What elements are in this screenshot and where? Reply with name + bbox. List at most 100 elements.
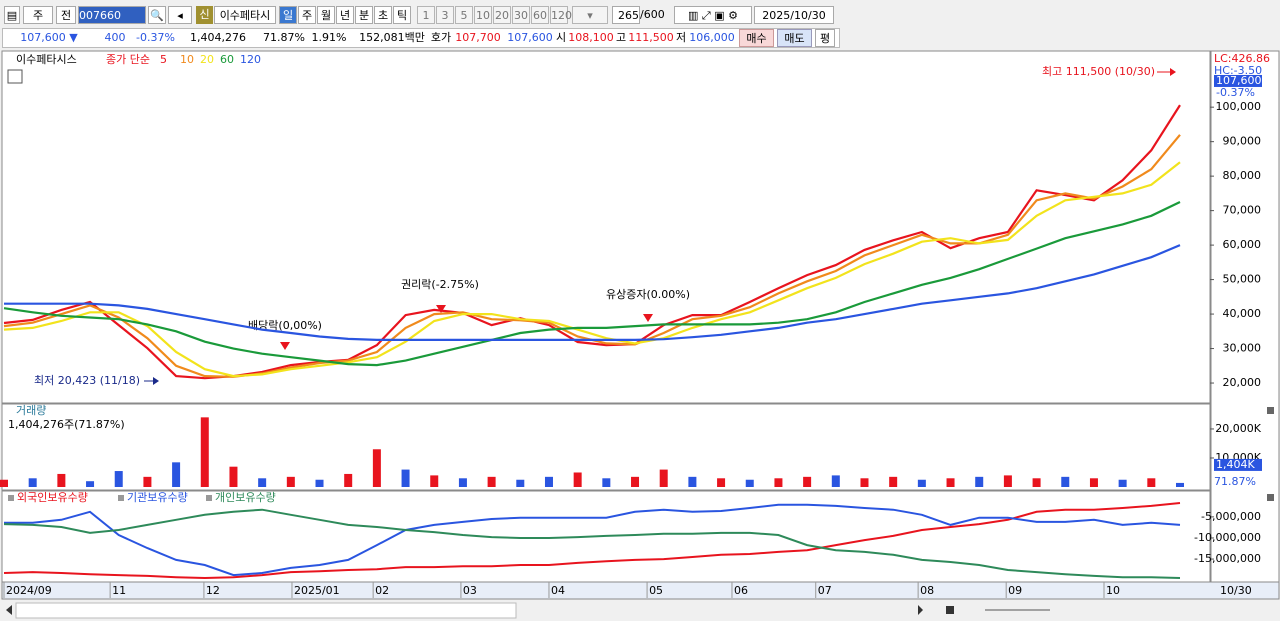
toolbar-button[interactable]: 10 bbox=[474, 6, 492, 24]
toolbar-button[interactable]: 60 bbox=[531, 6, 549, 24]
x-tick-label: 06 bbox=[734, 584, 748, 597]
right-axis bbox=[1210, 50, 1280, 583]
toolbar-button[interactable]: 주 bbox=[298, 6, 316, 24]
amount: 152,081백만 bbox=[359, 31, 425, 44]
volume-bar bbox=[516, 479, 525, 487]
toolbar-button[interactable]: 120 bbox=[550, 6, 572, 24]
x-tick-label: 03 bbox=[463, 584, 477, 597]
grid-icon[interactable] bbox=[7, 69, 23, 84]
legend-entry: 외국인보유수량 bbox=[17, 491, 88, 504]
toolbar-button[interactable]: 월 bbox=[317, 6, 335, 24]
volume-bar bbox=[975, 476, 984, 487]
volume-bar bbox=[344, 473, 353, 487]
code-input[interactable]: 007660 bbox=[78, 6, 146, 24]
open-label: 시 bbox=[555, 31, 567, 44]
market-select[interactable]: 주 bbox=[23, 6, 53, 24]
volume-bar bbox=[229, 466, 238, 487]
legend-entry: 기관보유수량 bbox=[127, 491, 188, 504]
y-tick-label: 20,000K bbox=[1215, 422, 1261, 435]
event-note: 권리락(-2.75%) bbox=[401, 278, 479, 291]
scroll-track[interactable] bbox=[15, 602, 517, 619]
series-line bbox=[4, 503, 1181, 577]
series-line bbox=[3, 104, 1181, 380]
last-volume-box bbox=[1214, 458, 1262, 471]
toolbar-button[interactable]: 틱 bbox=[393, 6, 411, 24]
high: 111,500 bbox=[628, 31, 674, 44]
toolbar-button[interactable]: 년 bbox=[336, 6, 354, 24]
volume-bar bbox=[717, 478, 726, 487]
legend-swatch bbox=[8, 495, 14, 501]
volume-bar bbox=[143, 476, 152, 487]
volume-bar bbox=[860, 478, 869, 487]
count-input[interactable]: 265 bbox=[612, 6, 640, 24]
y-tick-label: 90,000 bbox=[1223, 135, 1262, 148]
y-tick-label: -15,000,000 bbox=[1194, 552, 1261, 565]
volume-bar bbox=[286, 476, 295, 487]
y-tick-label: 60,000 bbox=[1223, 238, 1262, 251]
high-arrow-head bbox=[1170, 68, 1176, 76]
volume-bar bbox=[774, 478, 783, 487]
avg-button[interactable]: 평 bbox=[815, 29, 835, 47]
volume-bar bbox=[0, 479, 8, 487]
panel-close[interactable] bbox=[1267, 494, 1274, 501]
volume-bar bbox=[1176, 482, 1184, 487]
volume-bar bbox=[1118, 479, 1127, 487]
panel-close[interactable] bbox=[1267, 407, 1274, 414]
y-tick-label: 70,000 bbox=[1223, 204, 1262, 217]
high-label: 고 bbox=[615, 31, 627, 44]
volume-bar bbox=[258, 478, 267, 487]
volume-bar bbox=[688, 476, 697, 487]
badge: 신 bbox=[196, 6, 213, 24]
search-button[interactable]: 🔍 bbox=[148, 6, 166, 24]
x-tick-label: 10 bbox=[1106, 584, 1120, 597]
volume-ratio: 71.87% bbox=[1214, 475, 1256, 488]
volume-bar bbox=[458, 478, 467, 487]
sound-button[interactable]: ◂ bbox=[168, 6, 192, 24]
event-note: 유상증자(0.00%) bbox=[606, 288, 690, 301]
volume-bar bbox=[28, 478, 37, 487]
tool-icons[interactable]: ▥ ⤢ ▣ ⚙ bbox=[674, 6, 752, 24]
y-tick-label: 40,000 bbox=[1223, 307, 1262, 320]
volume-bar bbox=[946, 478, 955, 487]
legend-entry: 개인보유수량 bbox=[215, 491, 276, 504]
toolbar-button[interactable]: 1 bbox=[417, 6, 435, 24]
toolbar-button[interactable]: 5 bbox=[455, 6, 473, 24]
interval-select[interactable]: ▾ bbox=[572, 6, 608, 24]
volume-bar bbox=[1032, 478, 1041, 487]
toolbar-button[interactable]: 분 bbox=[355, 6, 373, 24]
toolbar-button[interactable]: 일 bbox=[279, 6, 297, 24]
date-input[interactable]: 2025/10/30 bbox=[754, 6, 834, 24]
menu-icon[interactable]: ▤ bbox=[4, 6, 20, 24]
y-tick-label: 80,000 bbox=[1223, 169, 1262, 182]
volume-bar bbox=[57, 473, 66, 487]
stop-button[interactable] bbox=[946, 606, 954, 614]
sell-button[interactable]: 매도 bbox=[777, 29, 812, 47]
prev-button[interactable]: 전 bbox=[56, 6, 76, 24]
volume-bar bbox=[573, 472, 582, 487]
scroll-right[interactable] bbox=[918, 605, 923, 615]
volume-bar bbox=[1147, 478, 1156, 487]
event-arrow bbox=[280, 342, 290, 350]
volume-ratio: 71.87% bbox=[263, 31, 305, 44]
event-arrow bbox=[643, 314, 653, 322]
volume-bar bbox=[544, 476, 553, 487]
last-change: -0.37% bbox=[1216, 86, 1255, 99]
scroll-left[interactable] bbox=[6, 605, 12, 615]
volume-bar bbox=[1003, 475, 1012, 487]
legend-entry: 120 bbox=[240, 53, 261, 66]
y-tick-label: -5,000,000 bbox=[1201, 510, 1261, 523]
x-tick-label: 12 bbox=[206, 584, 220, 597]
toolbar-button[interactable]: 30 bbox=[512, 6, 530, 24]
last-price-box bbox=[1214, 74, 1262, 87]
event-note: 배당락(0,00%) bbox=[248, 319, 322, 332]
last-date: 10/30 bbox=[1220, 584, 1252, 597]
toolbar-button[interactable]: 20 bbox=[493, 6, 511, 24]
volume-bar bbox=[172, 462, 181, 487]
buy-button[interactable]: 매수 bbox=[739, 29, 774, 47]
last-price: 107,600 bbox=[1216, 74, 1262, 87]
toolbar-button[interactable]: 3 bbox=[436, 6, 454, 24]
volume-subtitle: 1,404,276주(71.87%) bbox=[8, 418, 125, 431]
toolbar-button[interactable]: 초 bbox=[374, 6, 392, 24]
